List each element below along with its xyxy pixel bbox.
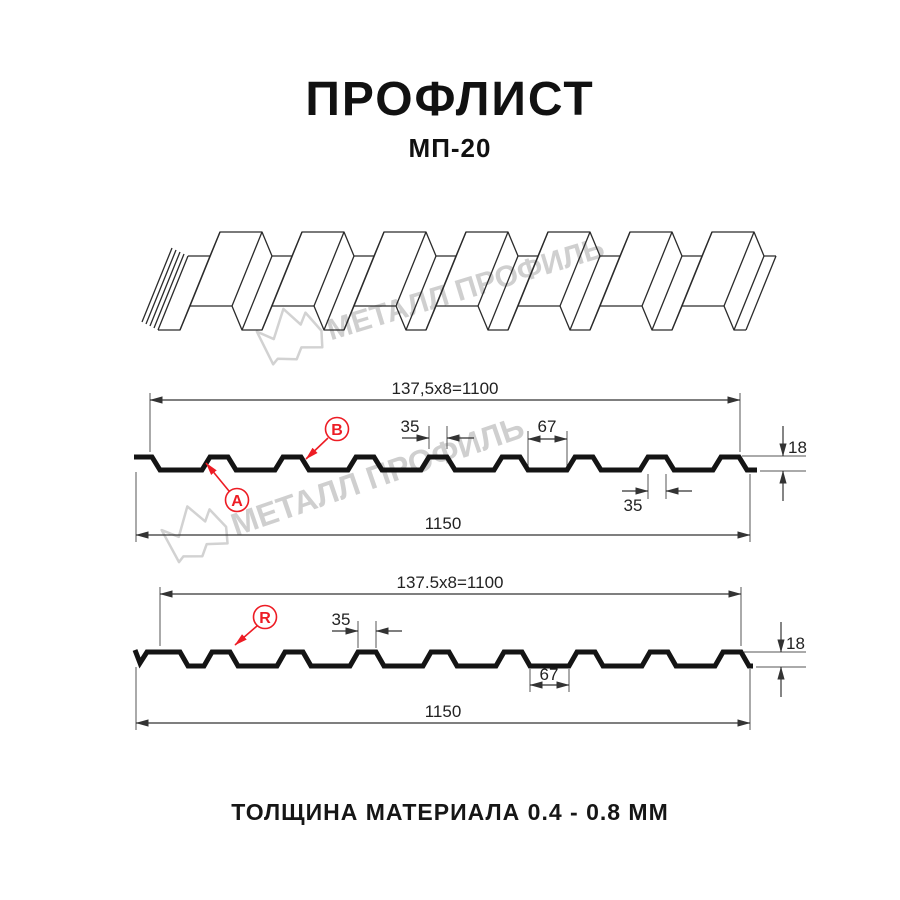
dim-rib-top-a: 35 [401,417,420,436]
dim-rib-top-r: 35 [332,610,351,629]
cross-section-side-r: 137.5x8=1100 35 67 18 1150 R [132,573,806,730]
dim-rib-bottom-a: 35 [624,496,643,515]
watermark-middle: МЕТАЛЛ ПРОФИЛЬ [160,409,529,564]
marker-b-label: B [331,422,343,439]
watermark-top: МЕТАЛЛ ПРОФИЛЬ [255,231,608,366]
marker-b: B [305,416,350,460]
dim-groove-a: 67 [538,417,557,436]
watermark-brand-text: МЕТАЛЛ ПРОФИЛЬ [226,409,528,543]
dim-groove-r: 67 [540,665,559,684]
metal-profil-logo-icon [255,307,324,366]
marker-a: A [205,462,250,513]
marker-a-label: A [231,493,243,510]
marker-r-label: R [259,610,271,627]
marker-r: R [234,604,278,646]
cross-section-side-a: 137,5x8=1100 35 67 18 35 1150 B A [134,379,807,542]
footer-note: ТОЛЩИНА МАТЕРИАЛА 0.4 - 0.8 ММ [231,799,669,825]
dim-overall-r: 1150 [425,702,462,721]
dim-height-a: 18 [788,438,807,457]
dim-overall-a: 1150 [425,514,462,533]
dim-working-width-a: 137,5x8=1100 [392,379,499,398]
page-subtitle: МП-20 [408,133,492,163]
dim-height-r: 18 [786,634,805,653]
metal-profil-logo-icon [160,505,229,564]
page-title: ПРОФЛИСТ [305,73,595,126]
profile-3d-view [141,231,777,331]
watermark-brand-text: МЕТАЛЛ ПРОФИЛЬ [323,231,608,347]
dim-working-width-r: 137.5x8=1100 [397,573,504,592]
